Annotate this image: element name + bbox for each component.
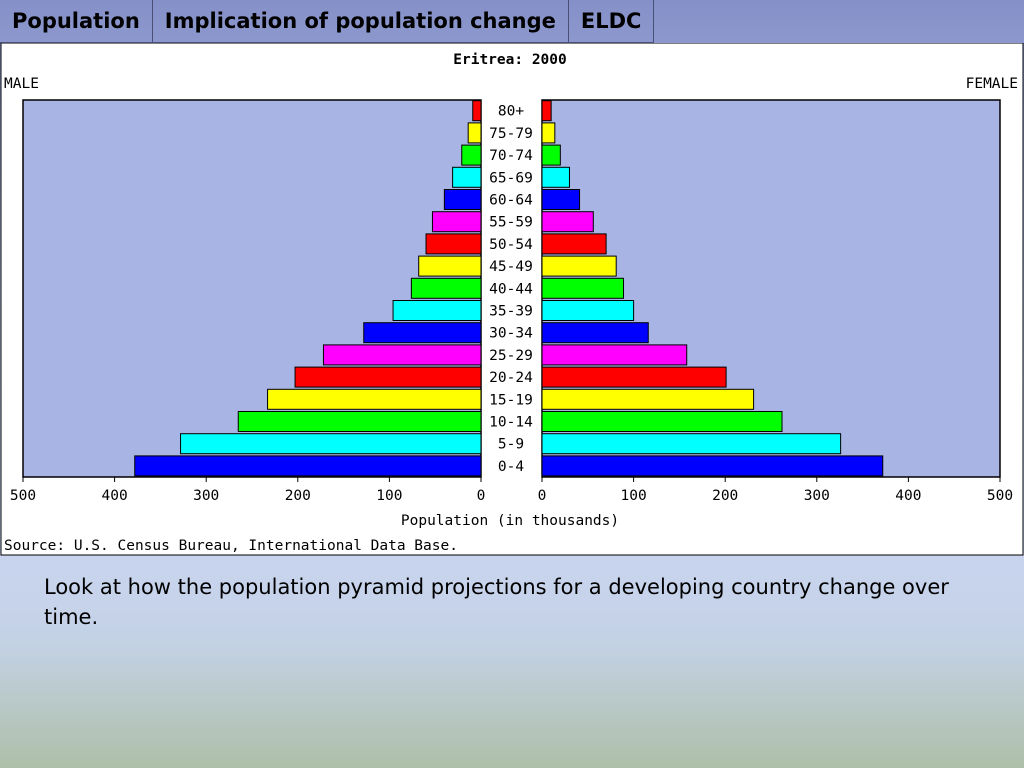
tick-label-female-100: 100 <box>620 488 646 504</box>
bar-female-35-39 <box>541 300 635 321</box>
age-label-25-29: 25-29 <box>489 348 533 364</box>
bar-female-80+ <box>541 100 552 122</box>
bar-male-60-64 <box>443 189 482 210</box>
age-label-50-54: 50-54 <box>489 237 533 253</box>
bar-female-65-69 <box>541 166 570 188</box>
age-label-70-74: 70-74 <box>489 148 533 164</box>
age-label-0-4: 0-4 <box>498 459 524 475</box>
chart-title: Eritrea: 2000 <box>453 52 567 68</box>
bar-male-5-9 <box>180 433 482 455</box>
age-label-15-19: 15-19 <box>489 392 533 408</box>
tab-implication-of-population-change[interactable]: Implication of population change <box>153 0 569 42</box>
male-label: MALE <box>4 76 39 92</box>
bar-female-0-4 <box>541 455 884 477</box>
age-label-35-39: 35-39 <box>489 304 533 320</box>
bar-male-50-54 <box>425 233 482 255</box>
bar-male-65-69 <box>452 166 482 188</box>
bar-female-55-59 <box>541 211 594 233</box>
bar-female-30-34 <box>541 322 649 344</box>
tick-label-male-100: 100 <box>376 488 402 504</box>
age-label-80+: 80+ <box>498 104 524 120</box>
bar-female-40-44 <box>541 277 625 299</box>
age-label-20-24: 20-24 <box>489 370 533 386</box>
age-label-55-59: 55-59 <box>489 215 533 231</box>
tab-eldc[interactable]: ELDC <box>569 0 655 42</box>
tick-label-female-300: 300 <box>804 488 830 504</box>
bar-female-75-79 <box>541 122 556 144</box>
bar-female-25-29 <box>541 344 688 366</box>
tick-label-male-200: 200 <box>285 488 311 504</box>
bar-male-15-19 <box>267 388 482 410</box>
bar-female-60-64 <box>541 189 581 210</box>
age-label-40-44: 40-44 <box>489 281 533 297</box>
source-note: Source: U.S. Census Bureau, Internationa… <box>4 538 458 554</box>
bar-male-20-24 <box>294 366 482 388</box>
bar-male-45-49 <box>418 255 482 277</box>
bar-male-35-39 <box>392 300 482 321</box>
population-pyramid-chart: Eritrea: 2000 MALE FEMALE Population (in… <box>0 43 1024 556</box>
tick-label-female-500: 500 <box>987 488 1013 504</box>
bar-female-5-9 <box>541 433 842 455</box>
tick-label-male-500: 500 <box>10 488 36 504</box>
bar-male-70-74 <box>461 144 482 166</box>
bar-male-80+ <box>472 100 482 122</box>
age-label-5-9: 5-9 <box>498 437 524 453</box>
tab-population[interactable]: Population <box>0 0 153 42</box>
caption-text: Look at how the population pyramid proje… <box>44 575 949 629</box>
tick-label-female-0: 0 <box>538 488 547 504</box>
bar-male-0-4 <box>134 455 482 477</box>
bar-male-30-34 <box>363 322 482 344</box>
tick-label-female-400: 400 <box>895 488 921 504</box>
tick-label-female-200: 200 <box>712 488 738 504</box>
tick-label-male-0: 0 <box>477 488 486 504</box>
bar-male-10-14 <box>237 411 482 432</box>
age-label-10-14: 10-14 <box>489 415 533 431</box>
tick-label-male-300: 300 <box>193 488 219 504</box>
bar-male-55-59 <box>431 211 482 233</box>
bar-male-25-29 <box>322 344 482 366</box>
bar-female-70-74 <box>541 144 561 166</box>
age-label-45-49: 45-49 <box>489 259 533 275</box>
x-axis-label: Population (in thousands) <box>401 513 619 529</box>
female-label: FEMALE <box>966 76 1018 92</box>
age-label-60-64: 60-64 <box>489 193 533 209</box>
tick-label-male-400: 400 <box>101 488 127 504</box>
bar-female-15-19 <box>541 388 755 410</box>
bar-female-20-24 <box>541 366 727 388</box>
age-label-75-79: 75-79 <box>489 126 533 142</box>
age-label-65-69: 65-69 <box>489 170 533 186</box>
bar-female-10-14 <box>541 411 783 432</box>
age-label-30-34: 30-34 <box>489 326 533 342</box>
bar-male-75-79 <box>467 122 482 144</box>
bar-female-45-49 <box>541 255 617 277</box>
bar-male-40-44 <box>410 277 482 299</box>
bar-female-50-54 <box>541 233 607 255</box>
header-tabs: Population Implication of population cha… <box>0 0 655 43</box>
